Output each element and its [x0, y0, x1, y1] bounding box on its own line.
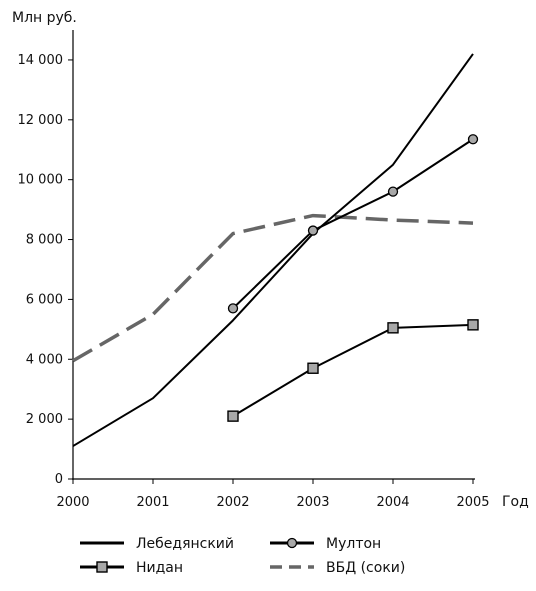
x-tick-label: 2000 [56, 495, 89, 510]
series-line [232, 323, 474, 417]
series-line [72, 53, 474, 447]
series-line [232, 138, 474, 310]
legend-item-4: ВБД (соки) [270, 560, 405, 576]
x-axis-title: Год [502, 494, 529, 510]
y-tick-label: 6 000 [26, 292, 63, 307]
x-tick-label: 2002 [216, 495, 249, 510]
legend-item-2: Мултон [270, 536, 381, 552]
series-line [72, 213, 474, 363]
y-tick-label: 2 000 [26, 412, 63, 427]
legend-label: Нидан [136, 560, 183, 576]
axes: 0 2 000 4 000 6 000 8 000 10 000 12 000 14 000 2… [18, 30, 490, 510]
series-layer [72, 53, 479, 447]
series-4 [72, 213, 474, 363]
x-tick-label: 2005 [456, 495, 489, 510]
x-tick-label: 2003 [296, 495, 329, 510]
data-point-square [307, 362, 319, 374]
data-point-circle [467, 134, 479, 145]
legend-label: Мултон [326, 536, 381, 552]
x-tick-label: 2004 [376, 495, 409, 510]
data-point-circle [307, 225, 319, 236]
legend-item-3: Нидан [80, 560, 183, 576]
data-point-square [227, 410, 239, 422]
data-point-circle [227, 303, 239, 314]
data-point-circle [387, 186, 399, 197]
y-tick-label: 0 [55, 472, 63, 487]
y-tick-label: 14 000 [18, 53, 64, 68]
legend-marker-square [96, 561, 108, 573]
x-tick-label: 2001 [136, 495, 169, 510]
data-point-square [467, 319, 479, 331]
y-axis-title: Млн руб. [12, 10, 77, 26]
series-2 [227, 134, 479, 314]
data-point-square [387, 322, 399, 334]
series-3 [227, 319, 479, 422]
series-1 [72, 53, 474, 447]
y-tick-label: 8 000 [26, 233, 63, 248]
legend-label: Лебедянский [136, 536, 234, 552]
legend-marker-circle [286, 537, 298, 549]
y-tick-label: 10 000 [18, 173, 64, 188]
legend-item-1: Лебедянский [80, 536, 234, 552]
y-tick-label: 4 000 [26, 352, 63, 367]
y-tick-label: 12 000 [18, 113, 64, 128]
legend: Лебедянский Мултон Нидан ВБД (соки) [80, 536, 405, 576]
legend-label: ВБД (соки) [326, 560, 405, 576]
